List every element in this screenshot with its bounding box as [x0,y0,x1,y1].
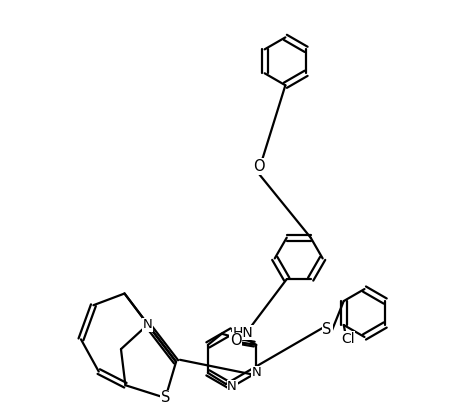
Text: N: N [143,318,153,331]
Text: N: N [227,380,237,393]
Text: N: N [251,366,261,379]
Text: O: O [253,159,264,174]
Text: O: O [230,333,241,348]
Text: HN: HN [232,326,253,339]
Text: Cl: Cl [341,332,355,346]
Text: S: S [322,322,332,337]
Text: S: S [161,391,170,405]
